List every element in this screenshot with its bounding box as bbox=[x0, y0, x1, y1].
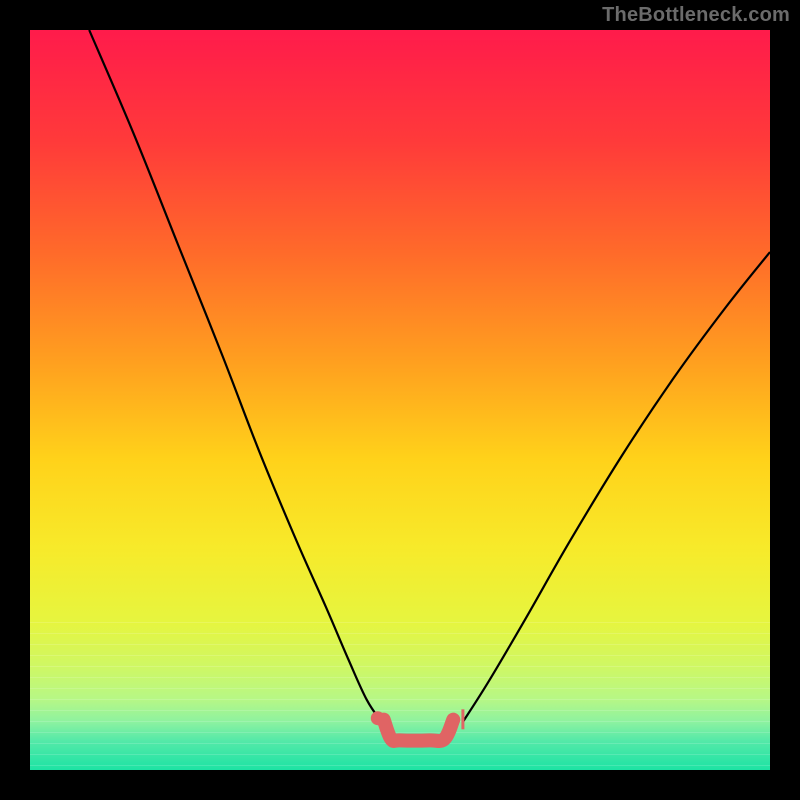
watermark-text: TheBottleneck.com bbox=[602, 4, 790, 27]
chart-frame: TheBottleneck.com bbox=[0, 0, 800, 800]
chart-svg bbox=[0, 0, 800, 800]
